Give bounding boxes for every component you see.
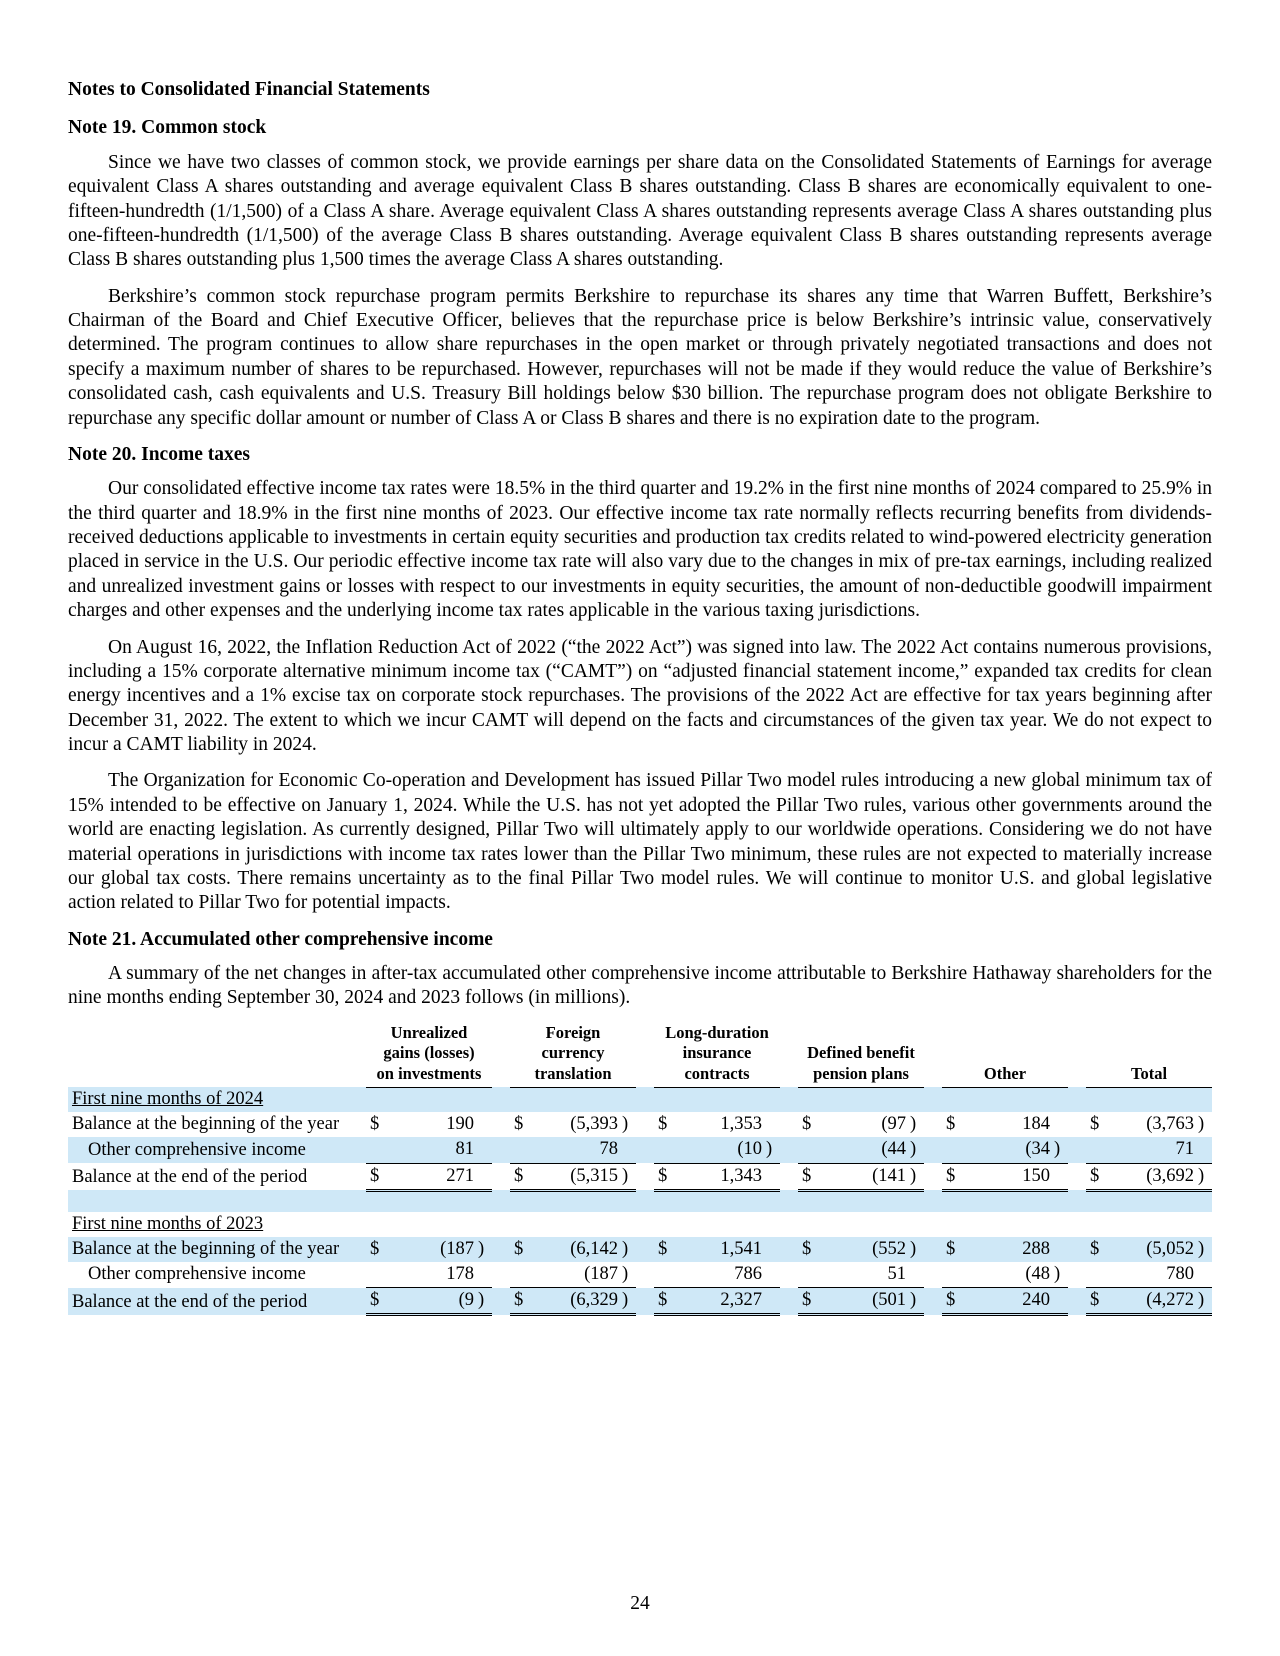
note19-p2: Berkshire’s common stock repurchase prog… bbox=[68, 285, 1212, 431]
note21-heading: Note 21. Accumulated other comprehensive… bbox=[68, 928, 1212, 952]
cell: (3,763 bbox=[1108, 1112, 1198, 1137]
cell: (6,329 bbox=[532, 1288, 622, 1315]
row-label: Balance at the beginning of the year bbox=[68, 1237, 366, 1262]
cell: 190 bbox=[388, 1112, 478, 1137]
cell: 1,541 bbox=[676, 1237, 766, 1262]
r2023-begin: Balance at the beginning of the year $(1… bbox=[68, 1237, 1212, 1262]
col-foreign-l3: translation bbox=[534, 1064, 611, 1083]
cell: (48 bbox=[964, 1262, 1054, 1288]
section-2024: First nine months of 2024 bbox=[68, 1087, 1212, 1112]
cell: (3,692 bbox=[1108, 1163, 1198, 1190]
row-label: Balance at the end of the period bbox=[68, 1288, 366, 1315]
row-label: Balance at the end of the period bbox=[68, 1163, 366, 1190]
cell: 240 bbox=[964, 1288, 1054, 1315]
table-spacer bbox=[68, 1190, 1212, 1212]
cell: 1,353 bbox=[676, 1112, 766, 1137]
cell: (6,142 bbox=[532, 1237, 622, 1262]
row-label: Other comprehensive income bbox=[68, 1137, 366, 1163]
cell: (10 bbox=[676, 1137, 766, 1163]
cell: (44 bbox=[820, 1137, 910, 1163]
cell: 71 bbox=[1108, 1137, 1198, 1163]
doc-title: Notes to Consolidated Financial Statemen… bbox=[68, 78, 1212, 102]
cell: (187 bbox=[532, 1262, 622, 1288]
note20-p3: The Organization for Economic Co-operati… bbox=[68, 769, 1212, 915]
cell: (5,393 bbox=[532, 1112, 622, 1137]
note19-p1: Since we have two classes of common stoc… bbox=[68, 151, 1212, 273]
section-2023: First nine months of 2023 bbox=[68, 1212, 1212, 1237]
cell: 780 bbox=[1108, 1262, 1198, 1288]
cell: (187 bbox=[388, 1237, 478, 1262]
cell: 786 bbox=[676, 1262, 766, 1288]
col-longdur: Long-duration insurance contracts bbox=[654, 1023, 780, 1087]
col-total: Total bbox=[1086, 1023, 1212, 1087]
cell: (97 bbox=[820, 1112, 910, 1137]
col-foreign: Foreign currency translation bbox=[510, 1023, 636, 1087]
cell: (552 bbox=[820, 1237, 910, 1262]
aoci-table: Unrealized gains (losses) on investments… bbox=[68, 1023, 1212, 1316]
col-unrealized-l1: Unrealized bbox=[391, 1023, 468, 1042]
r2024-begin: Balance at the beginning of the year $19… bbox=[68, 1112, 1212, 1137]
aoci-table-wrap: Unrealized gains (losses) on investments… bbox=[68, 1023, 1212, 1316]
note20-p1: Our consolidated effective income tax ra… bbox=[68, 477, 1212, 623]
page-number: 24 bbox=[0, 1592, 1280, 1616]
col-unrealized-l2: gains (losses) bbox=[383, 1043, 474, 1062]
col-foreign-l1: Foreign bbox=[546, 1023, 601, 1042]
col-pension-l1: Defined benefit bbox=[807, 1043, 915, 1062]
page: Notes to Consolidated Financial Statemen… bbox=[0, 0, 1280, 1656]
col-longdur-l1: Long-duration bbox=[665, 1023, 769, 1042]
cell: (34 bbox=[964, 1137, 1054, 1163]
cell: 81 bbox=[388, 1137, 478, 1163]
cell: 78 bbox=[532, 1137, 622, 1163]
note19-heading: Note 19. Common stock bbox=[68, 116, 1212, 140]
cell: 184 bbox=[964, 1112, 1054, 1137]
cell: 150 bbox=[964, 1163, 1054, 1190]
note20-p2: On August 16, 2022, the Inflation Reduct… bbox=[68, 636, 1212, 758]
r2023-end: Balance at the end of the period $(9) $(… bbox=[68, 1288, 1212, 1315]
cell: (4,272 bbox=[1108, 1288, 1198, 1315]
col-unrealized-l3: on investments bbox=[377, 1064, 482, 1083]
row-label: Other comprehensive income bbox=[68, 1262, 366, 1288]
col-longdur-l2: insurance bbox=[683, 1043, 752, 1062]
col-foreign-l2: currency bbox=[542, 1043, 605, 1062]
r2024-oci: Other comprehensive income 81 78 (10) (4… bbox=[68, 1137, 1212, 1163]
cell: (141 bbox=[820, 1163, 910, 1190]
cell: 2,327 bbox=[676, 1288, 766, 1315]
cell: 178 bbox=[388, 1262, 478, 1288]
col-unrealized: Unrealized gains (losses) on investments bbox=[366, 1023, 492, 1087]
table-header-row: Unrealized gains (losses) on investments… bbox=[68, 1023, 1212, 1087]
row-label: Balance at the beginning of the year bbox=[68, 1112, 366, 1137]
cell: (9 bbox=[388, 1288, 478, 1315]
cell: (501 bbox=[820, 1288, 910, 1315]
note20-heading: Note 20. Income taxes bbox=[68, 443, 1212, 467]
cell: 271 bbox=[388, 1163, 478, 1190]
section-2024-label: First nine months of 2024 bbox=[68, 1087, 366, 1112]
cell: 288 bbox=[964, 1237, 1054, 1262]
note21-intro: A summary of the net changes in after-ta… bbox=[68, 962, 1212, 1011]
col-pension: Defined benefit pension plans bbox=[798, 1023, 924, 1087]
col-pension-l2: pension plans bbox=[813, 1064, 909, 1083]
cell: (5,315 bbox=[532, 1163, 622, 1190]
cell: 51 bbox=[820, 1262, 910, 1288]
r2023-oci: Other comprehensive income 178 (187) 786… bbox=[68, 1262, 1212, 1288]
section-2023-label: First nine months of 2023 bbox=[68, 1212, 366, 1237]
col-longdur-l3: contracts bbox=[684, 1064, 749, 1083]
cell: 1,343 bbox=[676, 1163, 766, 1190]
cell: (5,052 bbox=[1108, 1237, 1198, 1262]
col-other: Other bbox=[942, 1023, 1068, 1087]
r2024-end: Balance at the end of the period $271 $(… bbox=[68, 1163, 1212, 1190]
